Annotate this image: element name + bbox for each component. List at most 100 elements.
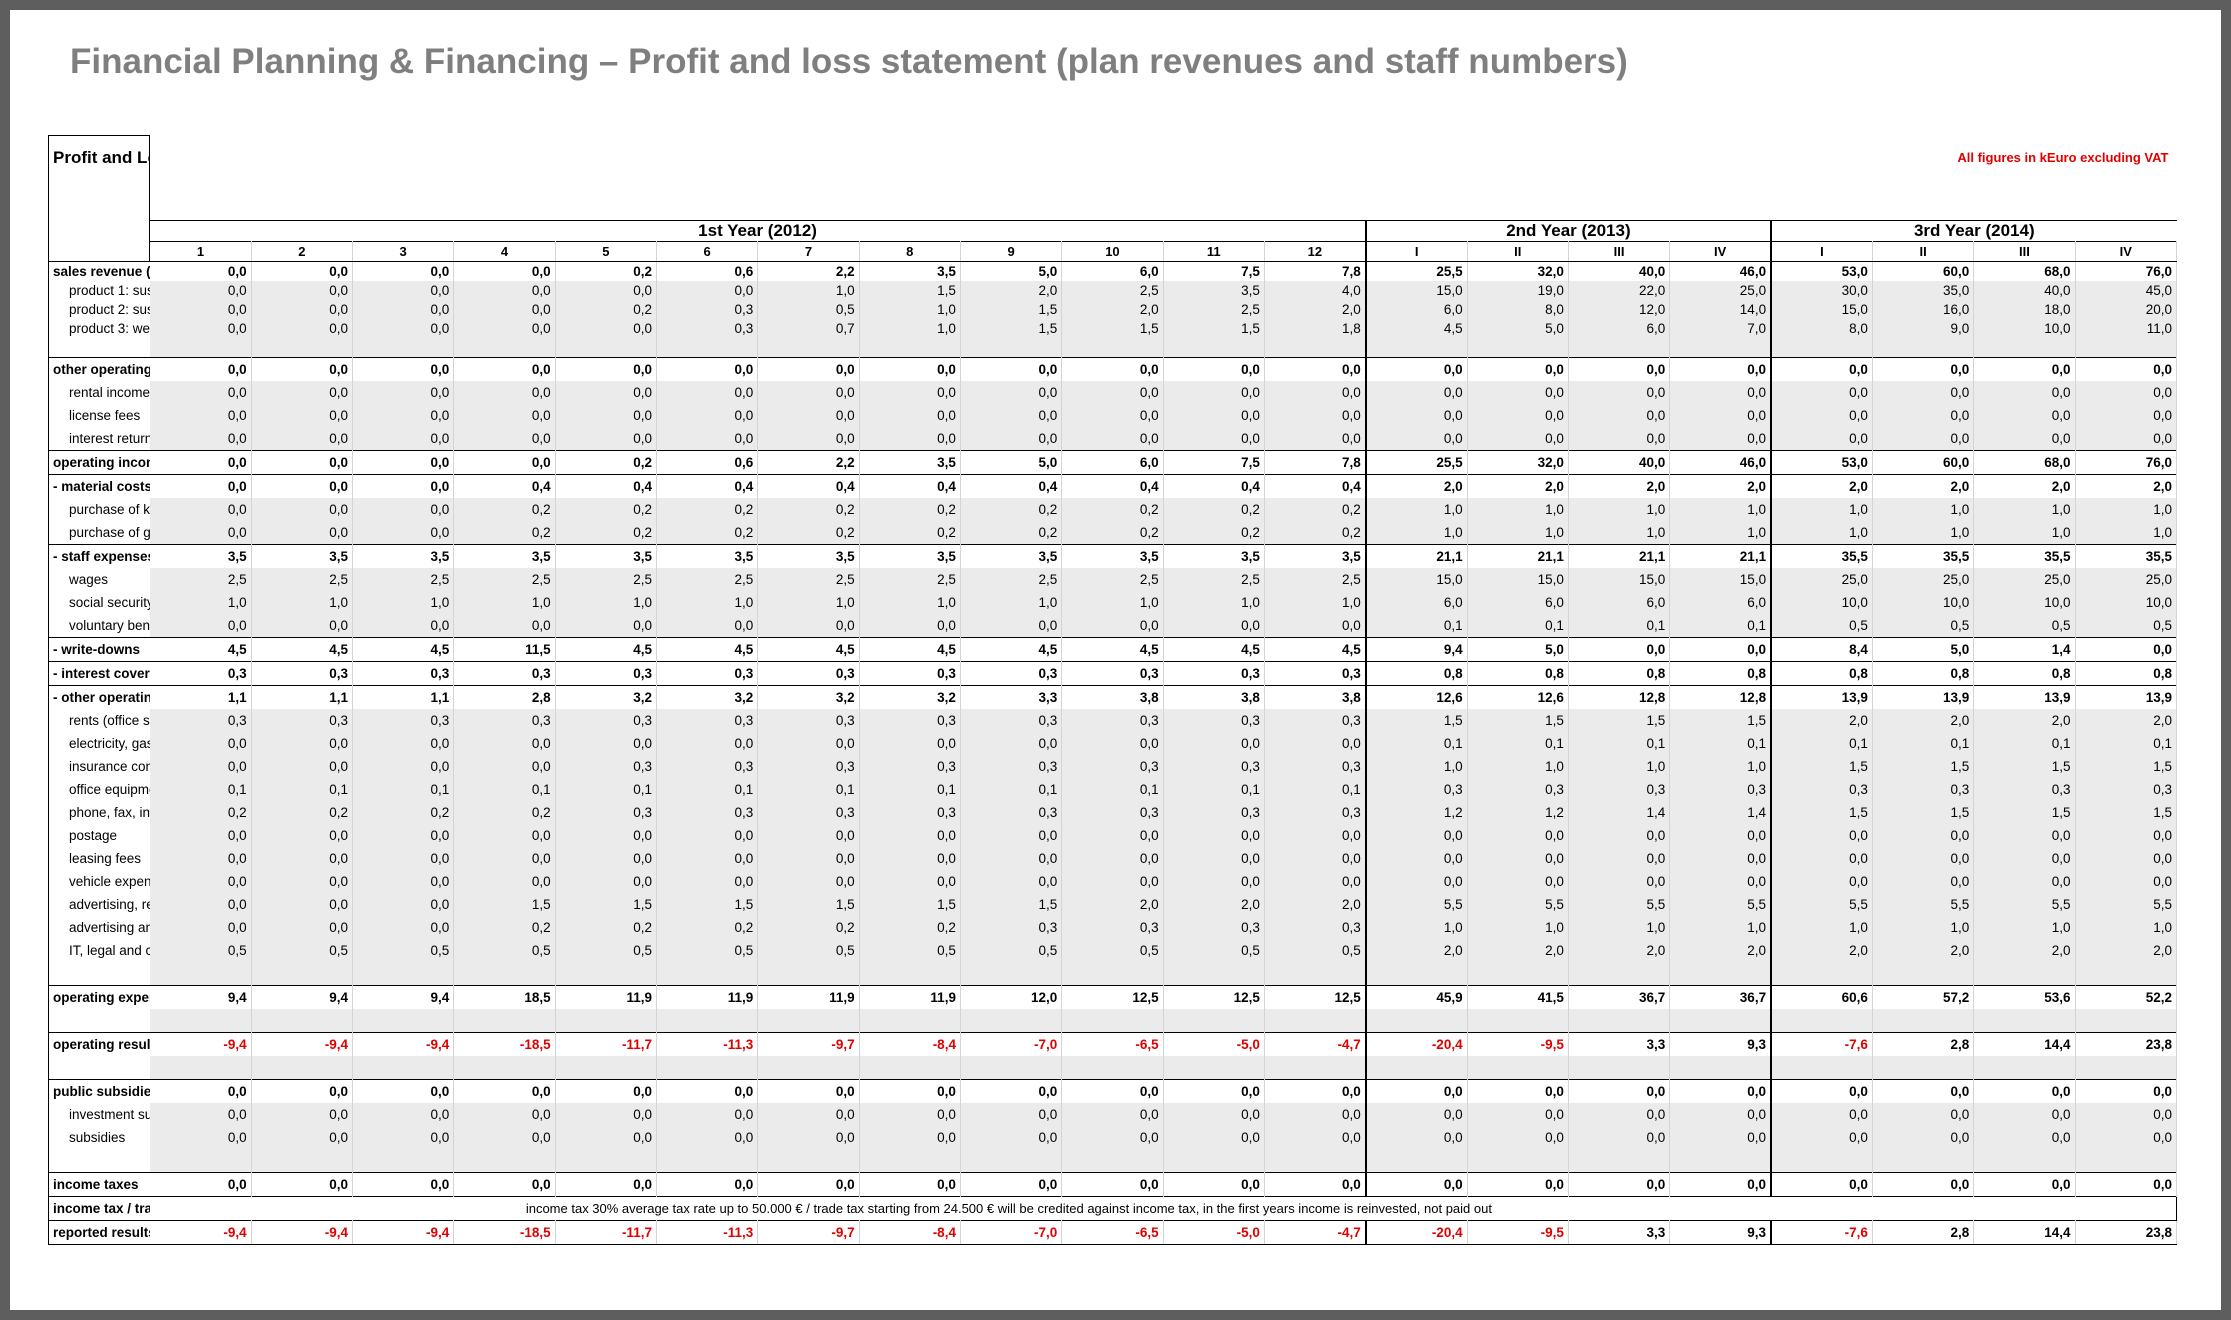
row-label: - material costs (Σ) <box>47 473 150 498</box>
row-label: rental income <box>47 380 150 404</box>
value-cell: 0,5 <box>251 938 353 962</box>
value-cell: 0,3 <box>1264 915 1367 939</box>
value-cell: 0,2 <box>656 497 759 521</box>
value-cell: 0,0 <box>555 280 657 300</box>
value-cell: 15,0 <box>1568 567 1671 591</box>
value-cell: 0,0 <box>251 1171 353 1196</box>
value-cell: 0,3 <box>453 708 556 732</box>
value-cell: 0,0 <box>1973 1171 2076 1196</box>
value-cell: 0,0 <box>251 403 353 427</box>
blank-cell <box>656 337 759 357</box>
value-cell: 0,2 <box>1163 497 1265 521</box>
value-cell: 0,0 <box>1467 869 1569 893</box>
row-label: operating expenses <box>47 984 150 1009</box>
value-cell: 35,5 <box>1872 543 1975 568</box>
value-cell: -11,7 <box>555 1219 657 1245</box>
value-cell: 0,1 <box>1669 731 1773 755</box>
value-cell: 0,0 <box>352 1078 455 1103</box>
value-cell: 0,3 <box>656 299 759 319</box>
column-header: I <box>1365 240 1468 262</box>
value-cell: -9,5 <box>1467 1031 1569 1056</box>
value-cell: 0,0 <box>1872 869 1975 893</box>
value-cell: 1,0 <box>1467 520 1569 544</box>
value-cell: 0,8 <box>2075 660 2178 685</box>
value-cell: 3,2 <box>757 684 860 709</box>
value-cell: 0,3 <box>656 754 759 778</box>
value-cell: 1,0 <box>1872 520 1975 544</box>
value-cell: -4,7 <box>1264 1219 1367 1245</box>
value-cell: 0,0 <box>555 731 657 755</box>
value-cell: 0,0 <box>149 869 252 893</box>
value-cell: 1,5 <box>1467 708 1569 732</box>
value-cell: 3,5 <box>251 543 353 568</box>
value-cell: 0,0 <box>859 380 961 404</box>
value-cell: 0,0 <box>1973 356 2076 381</box>
table-row: operating expenses9,49,49,418,511,911,91… <box>47 984 2178 1009</box>
value-cell: 2,0 <box>1365 938 1468 962</box>
value-cell: 1,0 <box>1365 754 1468 778</box>
value-cell: 3,8 <box>1163 684 1265 709</box>
value-cell: 0,0 <box>1568 356 1671 381</box>
value-cell: 0,0 <box>1568 846 1671 870</box>
row-label: IT, legal and consulting expenses <box>47 938 150 962</box>
value-cell: 1,0 <box>757 590 860 614</box>
value-cell: 25,5 <box>1365 449 1468 474</box>
blank-cell <box>656 1148 759 1172</box>
value-cell: -8,4 <box>859 1219 961 1245</box>
value-cell: -9,7 <box>757 1031 860 1056</box>
value-cell: 2,0 <box>1872 473 1975 498</box>
year-header: 2nd Year (2013) <box>1365 219 1773 241</box>
column-row: 1 2 3 4 5 6 7 8 9 10 11 12 I II III IV I II III IV <box>49 240 2178 262</box>
value-cell: 0,0 <box>656 426 759 450</box>
row-label: license fees <box>47 403 150 427</box>
value-cell: 0,5 <box>1973 613 2076 637</box>
value-cell: 0,0 <box>1163 403 1265 427</box>
value-cell: 10,0 <box>2075 590 2178 614</box>
value-cell: 3,5 <box>1163 280 1265 300</box>
table-row: license fees 0,0 0,0 0,0 0,0 0,0 0,0 0,0 0,0 0,0 0… <box>47 403 2178 427</box>
value-cell: 25,0 <box>1669 280 1773 300</box>
value-cell: 2,5 <box>859 567 961 591</box>
column-header: 7 <box>757 240 860 262</box>
value-cell: 0,0 <box>1264 1125 1367 1149</box>
value-cell: 4,5 <box>555 636 657 661</box>
value-cell: 0,0 <box>1365 403 1468 427</box>
value-cell: 9,4 <box>149 984 252 1009</box>
value-cell: 1,0 <box>1568 497 1671 521</box>
blank-cell <box>1264 1055 1367 1079</box>
value-cell: 0,0 <box>1264 403 1367 427</box>
table-row: income taxes 0,0 0,0 0,0 0,0 0,0 0,0 0,0 0,0 0,0 0… <box>47 1171 2178 1196</box>
value-cell: 0,0 <box>1467 1171 1569 1196</box>
value-cell: 1,1 <box>149 684 252 709</box>
value-cell: 0,2 <box>453 800 556 824</box>
value-cell: 0,0 <box>555 426 657 450</box>
value-cell: 0,1 <box>453 777 556 801</box>
value-cell: 1,5 <box>1973 800 2076 824</box>
value-cell: -8,4 <box>859 1031 961 1056</box>
blank-cell <box>1973 961 2076 985</box>
value-cell: 1,0 <box>1973 915 2076 939</box>
value-cell: 0,0 <box>2075 636 2178 661</box>
value-cell: 0,8 <box>1973 660 2076 685</box>
value-cell: 0,2 <box>453 520 556 544</box>
blank-cell <box>1163 1148 1265 1172</box>
value-cell: 0,2 <box>757 915 860 939</box>
value-cell: 0,0 <box>960 731 1063 755</box>
value-cell: 0,1 <box>1669 613 1773 637</box>
value-cell: 0,5 <box>555 938 657 962</box>
row-label: sales revenue (Σ) <box>47 260 150 281</box>
value-cell: 0,0 <box>352 613 455 637</box>
value-cell: 8,4 <box>1771 636 1873 661</box>
blank-cell <box>555 1055 657 1079</box>
value-cell: 0,0 <box>1872 426 1975 450</box>
value-cell: -7,0 <box>960 1031 1063 1056</box>
value-cell: 0,0 <box>1669 1102 1773 1126</box>
value-cell: 1,0 <box>1365 497 1468 521</box>
value-cell: 0,1 <box>1872 731 1975 755</box>
blank-cell <box>352 1008 455 1032</box>
value-cell: 0,2 <box>859 520 961 544</box>
value-cell: 10,0 <box>1872 590 1975 614</box>
value-cell: 0,0 <box>656 1125 759 1149</box>
table-row: advertising and travel costs, SEM, SEO0,… <box>47 915 2178 939</box>
value-cell: 1,0 <box>757 280 860 300</box>
